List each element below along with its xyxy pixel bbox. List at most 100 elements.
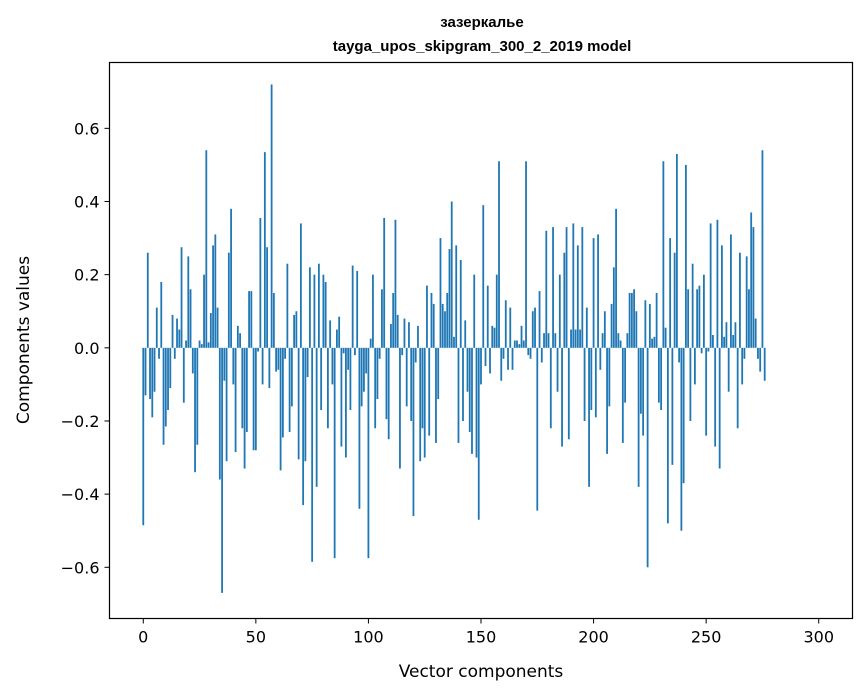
- bar-238: [678, 347, 681, 363]
- bar-265: [739, 252, 741, 348]
- bar-250: [705, 347, 708, 436]
- bar-210: [615, 208, 617, 348]
- bar-23: [194, 347, 196, 473]
- bar-187: [563, 252, 566, 348]
- y-tick-label-3: 0.0: [74, 339, 99, 358]
- bar-164: [511, 347, 514, 370]
- bar-81: [324, 281, 327, 348]
- bar-243: [689, 347, 692, 421]
- y-axis-ticks: −0.6 −0.4 −0.2 0.0 0.2 0.4 0.6: [61, 119, 110, 577]
- bar-40: [232, 347, 235, 385]
- bar-196: [583, 347, 586, 421]
- bar-89: [342, 347, 345, 354]
- bar-242: [687, 289, 690, 348]
- bar-41: [234, 347, 237, 453]
- bar-105: [378, 347, 381, 359]
- bar-147: [473, 274, 476, 348]
- bar-99: [365, 347, 368, 374]
- bar-12: [169, 347, 172, 389]
- bar-169: [522, 340, 525, 348]
- bar-197: [585, 307, 588, 348]
- bar-273: [757, 347, 759, 359]
- bar-119: [410, 347, 413, 421]
- bar-6: [155, 307, 158, 348]
- bar-133: [441, 303, 444, 348]
- bar-192: [574, 329, 577, 348]
- bar-218: [633, 289, 635, 348]
- bar-142: [462, 347, 464, 421]
- bar-268: [745, 256, 748, 348]
- bar-15: [176, 318, 178, 348]
- bar-189: [567, 347, 570, 440]
- bar-208: [610, 303, 613, 348]
- bar-137: [450, 201, 453, 348]
- bar-33: [216, 307, 219, 348]
- bar-128: [430, 292, 433, 348]
- bar-160: [502, 347, 505, 359]
- bar-213: [621, 347, 624, 443]
- bar-166: [516, 340, 518, 348]
- y-tick-label-1: −0.4: [61, 485, 100, 504]
- bar-261: [730, 234, 732, 348]
- bar-276: [763, 347, 766, 381]
- bar-82: [327, 347, 329, 429]
- bar-118: [408, 322, 410, 348]
- bar-178: [543, 333, 545, 348]
- bar-183: [554, 333, 557, 348]
- bar-0: [142, 347, 145, 526]
- bar-139: [455, 245, 458, 348]
- bar-91: [347, 347, 350, 370]
- bar-229: [657, 347, 660, 403]
- bar-150: [480, 347, 482, 385]
- bar-93: [351, 265, 354, 348]
- bar-251: [707, 347, 710, 352]
- bar-130: [435, 347, 437, 443]
- bar-248: [700, 347, 703, 354]
- bar-188: [565, 227, 568, 348]
- bar-8: [160, 281, 163, 348]
- bar-263: [734, 322, 737, 348]
- bar-70: [299, 223, 302, 348]
- bar-98: [363, 347, 365, 392]
- bar-175: [536, 347, 539, 511]
- x-tick-label-200: 200: [578, 628, 609, 647]
- bar-199: [590, 347, 593, 410]
- bar-3: [149, 347, 151, 400]
- bar-135: [446, 292, 449, 348]
- bar-193: [576, 245, 579, 348]
- bar-217: [630, 292, 633, 348]
- bar-29: [207, 342, 210, 348]
- bar-54: [263, 152, 266, 348]
- bar-121: [414, 347, 417, 363]
- x-axis-label: Vector components: [399, 662, 564, 682]
- bar-60: [277, 347, 280, 370]
- bar-108: [385, 347, 388, 420]
- bar-173: [531, 311, 534, 348]
- bar-43: [239, 333, 241, 348]
- bar-202: [597, 234, 599, 348]
- bar-264: [736, 347, 739, 429]
- bar-84: [331, 347, 334, 385]
- bar-168: [520, 325, 523, 348]
- bar-39: [230, 208, 232, 348]
- bar-25: [198, 340, 201, 348]
- bar-203: [599, 347, 602, 370]
- bar-200: [592, 238, 595, 348]
- bar-247: [698, 285, 701, 348]
- bar-48: [250, 291, 253, 348]
- bar-19: [185, 340, 187, 348]
- bar-145: [468, 347, 471, 432]
- bar-184: [556, 347, 559, 392]
- bar-57: [270, 84, 273, 348]
- bar-38: [227, 252, 230, 348]
- bar-256: [718, 347, 721, 469]
- bar-21: [189, 289, 192, 348]
- bar-226: [651, 338, 654, 348]
- bar-205: [603, 311, 606, 348]
- bar-87: [338, 316, 341, 348]
- bar-45: [243, 347, 246, 469]
- bar-246: [696, 289, 699, 348]
- bar-206: [606, 347, 608, 454]
- bar-37: [225, 347, 228, 462]
- bar-123: [419, 347, 422, 462]
